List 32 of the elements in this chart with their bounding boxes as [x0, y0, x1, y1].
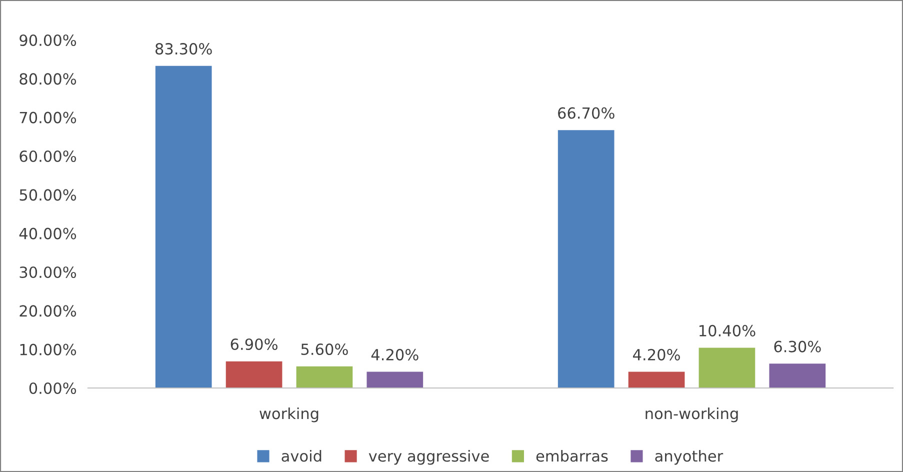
y-tick-label: 50.00% — [20, 189, 76, 201]
data-label: 83.30% — [156, 43, 212, 55]
bar — [366, 372, 424, 388]
bar — [558, 130, 614, 388]
x-tick-label: non-working — [646, 407, 738, 422]
data-label: 6.90% — [230, 338, 278, 350]
bar — [769, 364, 826, 388]
y-tick-label: 0.00% — [29, 382, 76, 394]
y-tick-label: 10.00% — [20, 344, 76, 356]
y-tick-label: 30.00% — [20, 266, 76, 278]
bar — [628, 372, 685, 388]
bar — [226, 361, 282, 388]
bar — [698, 348, 756, 388]
data-label: 5.60% — [301, 343, 348, 356]
y-tick-label: 90.00% — [20, 34, 76, 46]
data-label: 6.30% — [774, 340, 821, 352]
data-label: 66.70% — [558, 107, 614, 119]
legend-label: anyother — [655, 450, 724, 465]
y-tick-label: 40.00% — [19, 228, 76, 240]
legend-label: embarras — [536, 450, 608, 462]
data-label: 4.20% — [371, 348, 418, 360]
y-tick-label: 70.00% — [20, 112, 76, 124]
data-label: 10.40% — [700, 324, 756, 336]
x-tick-label: working — [260, 407, 318, 422]
data-label: 4.20% — [633, 348, 680, 360]
bar — [296, 366, 353, 388]
legend-label: avoid — [282, 450, 322, 462]
y-tick-label: 20.00% — [20, 305, 76, 317]
legend-label: very aggressive — [368, 450, 489, 465]
y-tick-label: 60.00% — [20, 150, 76, 162]
y-tick-label: 80.00% — [20, 73, 76, 85]
bar — [155, 66, 212, 388]
